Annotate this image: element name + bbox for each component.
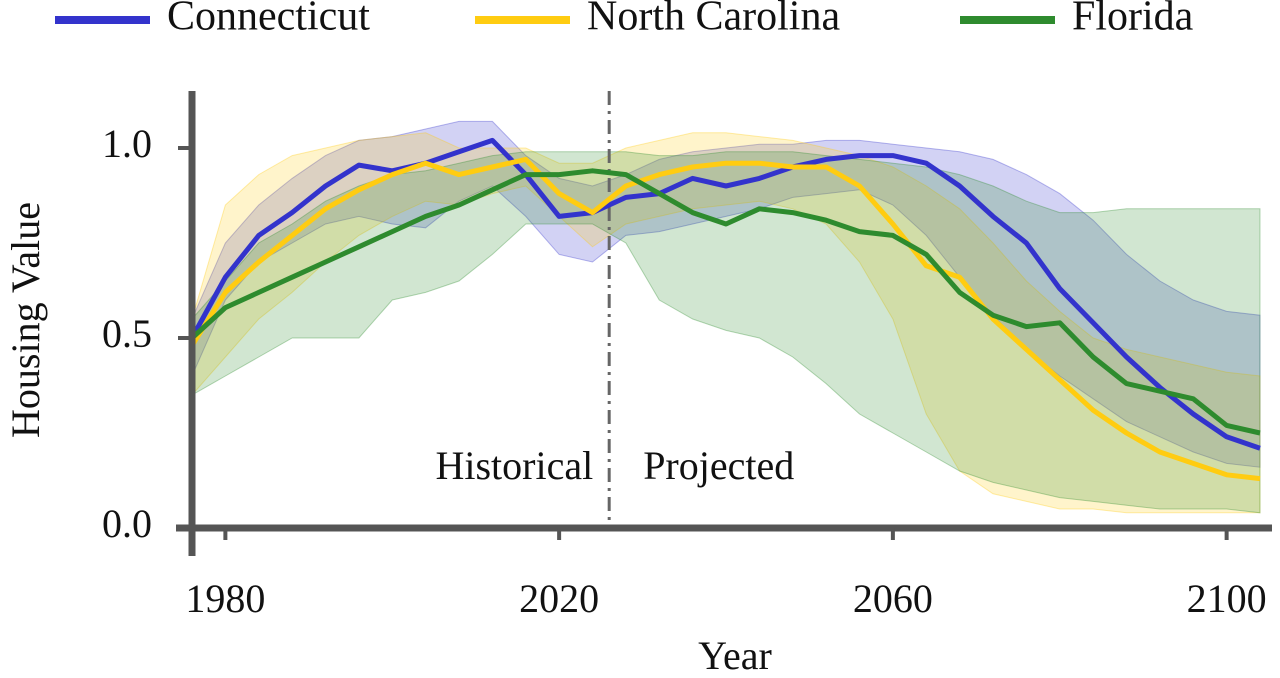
y-tick-label: 0.5 — [102, 311, 152, 356]
x-tick-label: 2060 — [853, 576, 933, 621]
annotation: Historical — [435, 443, 593, 488]
legend-label: North Carolina — [587, 0, 840, 40]
y-axis-label: Housing Value — [3, 202, 48, 438]
series-line — [189, 137, 1261, 451]
uncertainty-band — [191, 120, 1261, 468]
y-tick-label: 0.0 — [102, 501, 152, 546]
x-tick-label: 1980 — [185, 576, 265, 621]
legend-label: Connecticut — [167, 0, 370, 40]
y-tick-label: 1.0 — [102, 121, 152, 166]
series-line — [189, 156, 1261, 482]
uncertainty-band — [191, 151, 1261, 514]
legend-label: Florida — [1072, 0, 1194, 40]
annotation: Projected — [643, 443, 794, 488]
series-line — [190, 168, 1261, 436]
x-tick-label: 2100 — [1187, 576, 1267, 621]
x-tick-label: 2020 — [519, 576, 599, 621]
uncertainty-band — [191, 132, 1261, 514]
x-axis-label: Year — [698, 633, 772, 678]
